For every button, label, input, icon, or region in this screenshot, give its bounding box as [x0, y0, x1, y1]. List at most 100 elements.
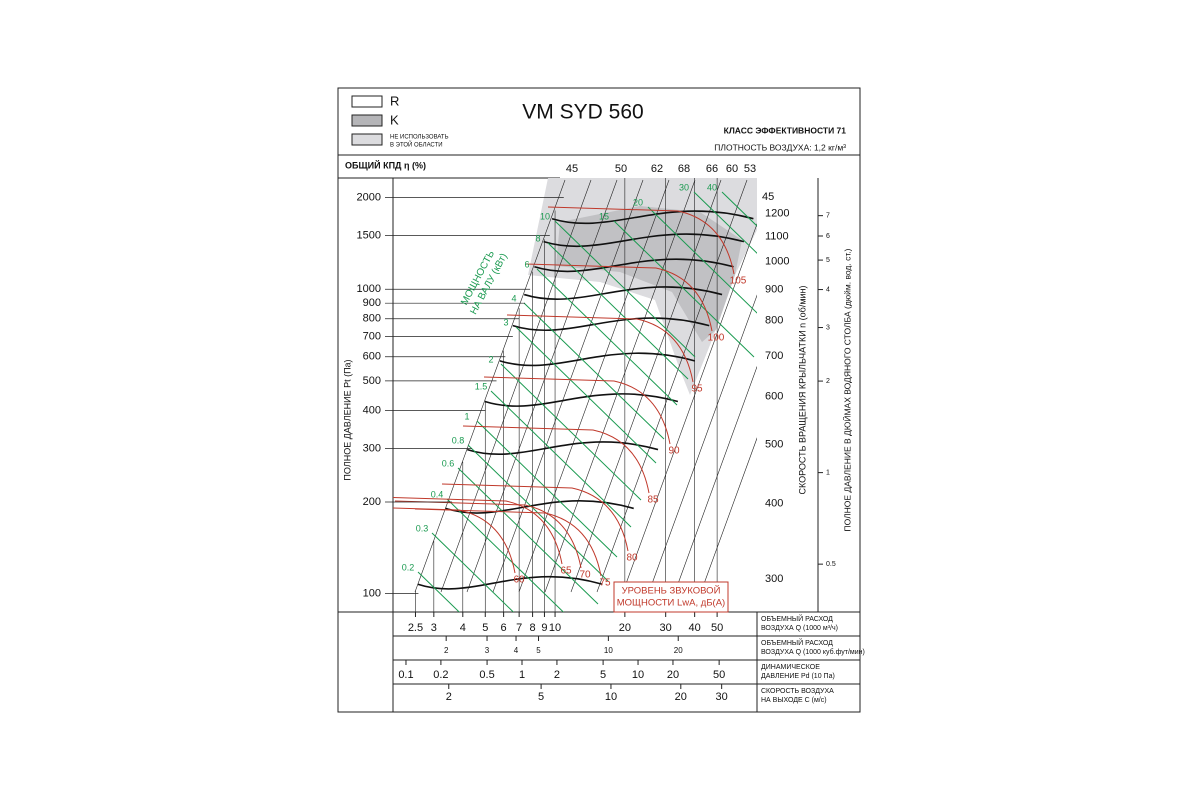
x-axis-label: СКОРОСТЬ ВОЗДУХА	[761, 688, 834, 695]
rpm-tick-label: 1000	[765, 256, 789, 268]
inch-tick-label: 5	[826, 257, 830, 264]
sound-label: 90	[668, 446, 680, 457]
x-tick-label: 30	[716, 691, 728, 703]
x-tick-label: 20	[619, 622, 631, 634]
power-line	[431, 532, 515, 612]
power-label: 0.2	[402, 562, 415, 572]
x-tick-label: 8	[530, 622, 536, 634]
y-tick-label: 600	[363, 351, 381, 363]
x-tick-label: 1	[519, 669, 525, 681]
power-line	[647, 206, 757, 314]
system-line	[674, 365, 757, 593]
rpm-curve	[551, 210, 754, 225]
x-axis-label: ОБЪЕМНЫЙ РАСХОД	[761, 638, 833, 647]
inch-tick-label: 1	[826, 469, 830, 476]
x-tick-label: 10	[605, 691, 617, 703]
x-tick-label: 5	[482, 622, 488, 634]
x-tick-label: 50	[713, 669, 725, 681]
efficiency-value: 62	[651, 163, 663, 175]
power-line	[523, 302, 665, 440]
title: VM SYD 560	[522, 101, 643, 124]
power-label: 6	[524, 259, 529, 269]
x-tick-label: 40	[689, 622, 701, 634]
power-label: 0.4	[431, 489, 444, 499]
x-tick-label: 0.2	[433, 669, 448, 681]
rpm-curve	[512, 317, 710, 332]
x-tick-label: 5	[538, 691, 544, 703]
y-tick-label: 400	[363, 404, 381, 416]
x-axis-label: ДАВЛЕНИЕ Pd (10 Па)	[761, 673, 835, 680]
x-tick-label: 2	[554, 669, 560, 681]
power-line	[490, 390, 632, 528]
efficiency-value: 68	[678, 163, 690, 175]
rpm-tick-label: 1100	[765, 231, 789, 243]
sound-caption: МОЩНОСТИ LwA, дБ(A)	[617, 598, 725, 609]
x-tick-label: 5	[536, 646, 541, 655]
x-tick-label: 3	[431, 622, 437, 634]
legend-swatch	[351, 133, 383, 146]
system-line	[700, 437, 757, 593]
sound-curve	[414, 508, 602, 577]
y-tick-label: 900	[363, 297, 381, 309]
power-label: 3	[503, 317, 508, 327]
efficiency-value: 53	[744, 163, 756, 175]
y-tick-label: 2000	[357, 192, 381, 204]
inch-tick-label: 0.5	[826, 561, 836, 568]
sound-curve	[393, 507, 516, 574]
legend-label: В ЭТОЙ ОБЛАСТИ	[390, 141, 443, 149]
x-tick-label: 4	[460, 622, 466, 634]
x-tick-label: 4	[514, 646, 519, 655]
efficiency-value: 50	[615, 163, 627, 175]
y-tick-label: 1000	[357, 283, 381, 295]
power-label: 30	[679, 182, 689, 192]
y-tick-label: 500	[363, 375, 381, 387]
x-axis-label: ВОЗДУХА Q (1000 м³/ч)	[761, 625, 838, 632]
power-line	[536, 268, 678, 406]
efficiency-value: 60	[726, 163, 738, 175]
system-line	[596, 179, 748, 593]
rpm-tick-label: 800	[765, 315, 783, 327]
inch-tick-label: 2	[826, 378, 830, 385]
x-tick-label: 2.5	[408, 622, 423, 634]
sound-label: 95	[691, 384, 703, 395]
power-line	[500, 363, 642, 501]
sound-caption-box	[613, 581, 729, 613]
power-label: 4	[511, 293, 516, 303]
y-axis-label: ПОЛНОЕ ДАВЛЕНИЕ Pt (Па)	[342, 359, 352, 480]
x-tick-label: 0.1	[398, 669, 413, 681]
rpm-tick-label: 900	[765, 283, 783, 295]
inch-axis-label: ПОЛНОЕ ДАВЛЕНИЕ В ДЮЙМАХ ВОДЯНОГО СТОЛБА…	[841, 248, 852, 531]
x-tick-label: 3	[485, 646, 490, 655]
power-label: 10	[540, 211, 550, 221]
rpm-curve	[467, 441, 659, 455]
x-tick-label: 0.5	[479, 669, 494, 681]
sound-curve	[394, 500, 582, 569]
x-tick-label: 6	[501, 622, 507, 634]
x-axis-label: ДИНАМИЧЕСКОЕ	[761, 664, 820, 671]
legend-swatch	[351, 114, 383, 127]
legend-label: K	[390, 112, 399, 127]
x-tick-label: 9	[541, 622, 547, 634]
air-density: ПЛОТНОСТЬ ВОЗДУХА: 1,2 кг/м³	[714, 142, 846, 152]
sound-label: 80	[626, 553, 638, 564]
frame	[337, 87, 861, 713]
x-tick-label: 10	[549, 622, 561, 634]
inch-tick-label: 4	[826, 286, 830, 293]
x-tick-label: 5	[600, 669, 606, 681]
rpm-tick-label: 600	[765, 390, 783, 402]
y-tick-label: 300	[363, 442, 381, 454]
y-tick-label: 100	[363, 587, 381, 599]
power-label: 1	[464, 411, 469, 421]
inch-tick-label: 7	[826, 213, 830, 220]
sound-label: 75	[599, 578, 611, 589]
power-line	[613, 220, 755, 358]
power-line	[476, 420, 618, 558]
rpm-curve	[499, 352, 695, 367]
rpm-tick-label: 700	[765, 350, 783, 362]
system-line	[466, 179, 618, 593]
power-label: 0.3	[416, 523, 429, 533]
rpm-curve	[534, 258, 734, 273]
rpm-axis-label: СКОРОСТЬ ВРАЩЕНИЯ КРЫЛЬЧАТКИ n (об/мин)	[797, 285, 807, 494]
rpm-curve	[523, 286, 723, 300]
rpm-curve	[417, 575, 603, 590]
